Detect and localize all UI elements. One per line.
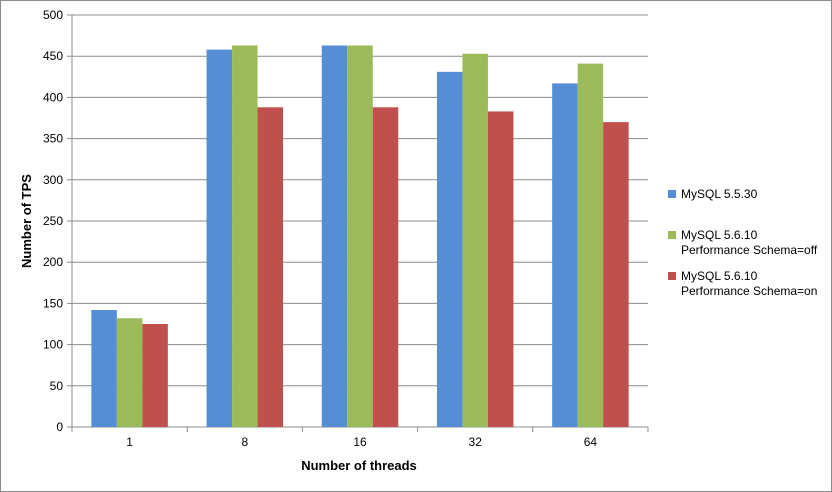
bar-series-1-cat-64: [552, 83, 578, 427]
y-tick-label: 300: [43, 173, 63, 187]
x-tick-label: 16: [353, 435, 367, 449]
bar-series-1-cat-32: [436, 71, 463, 427]
bar-series-2-cat-8: [232, 45, 258, 427]
legend-label: Performance Schema=off: [681, 243, 818, 257]
legend-label: Performance Schema=on: [681, 284, 817, 298]
x-tick-label: 8: [241, 435, 248, 449]
y-tick-label: 150: [43, 296, 63, 310]
bar-series-3-cat-1: [142, 324, 168, 427]
legend-swatch: [668, 231, 676, 239]
legend-label: MySQL 5.6.10: [681, 269, 758, 283]
x-tick-label: 64: [584, 435, 598, 449]
y-tick-label: 0: [56, 420, 63, 434]
x-axis-title: Number of threads: [301, 458, 417, 473]
x-tick-label: 1: [126, 435, 133, 449]
bar-series-3-cat-32: [487, 111, 514, 428]
y-tick-label: 250: [43, 214, 63, 228]
legend-item: MySQL 5.5.30: [668, 187, 758, 201]
y-tick-label: 450: [43, 49, 63, 63]
bar-series-2-cat-16: [347, 45, 373, 427]
bar-series-2-cat-64: [577, 63, 604, 428]
legend-label: MySQL 5.6.10: [681, 228, 758, 242]
y-tick-label: 400: [43, 90, 63, 104]
legend-label: MySQL 5.5.30: [681, 187, 758, 201]
bar-series-1-cat-1: [91, 309, 117, 427]
bar-series-1-cat-8: [206, 49, 233, 427]
x-tick-label: 32: [469, 435, 483, 449]
bar-series-3-cat-64: [603, 122, 629, 428]
y-tick-label: 500: [43, 8, 63, 22]
tick-labels: 0 50 100 150 200 250 300 350 400 450 500 1 8 16 32 64: [43, 8, 597, 449]
bar-series-2-cat-1: [116, 318, 143, 427]
y-tick-label: 350: [43, 132, 63, 146]
bar-series-1-cat-16: [321, 45, 348, 427]
legend-swatch: [668, 190, 676, 198]
y-axis-title: Number of TPS: [19, 174, 34, 268]
bar-series-2-cat-32: [462, 53, 488, 428]
bars: [91, 45, 629, 428]
y-tick-label: 200: [43, 255, 63, 269]
y-tick-label: 50: [50, 379, 64, 393]
bar-series-3-cat-16: [372, 107, 399, 428]
bar-series-3-cat-8: [257, 107, 284, 428]
y-tick-label: 100: [43, 338, 63, 352]
legend-swatch: [668, 272, 676, 280]
